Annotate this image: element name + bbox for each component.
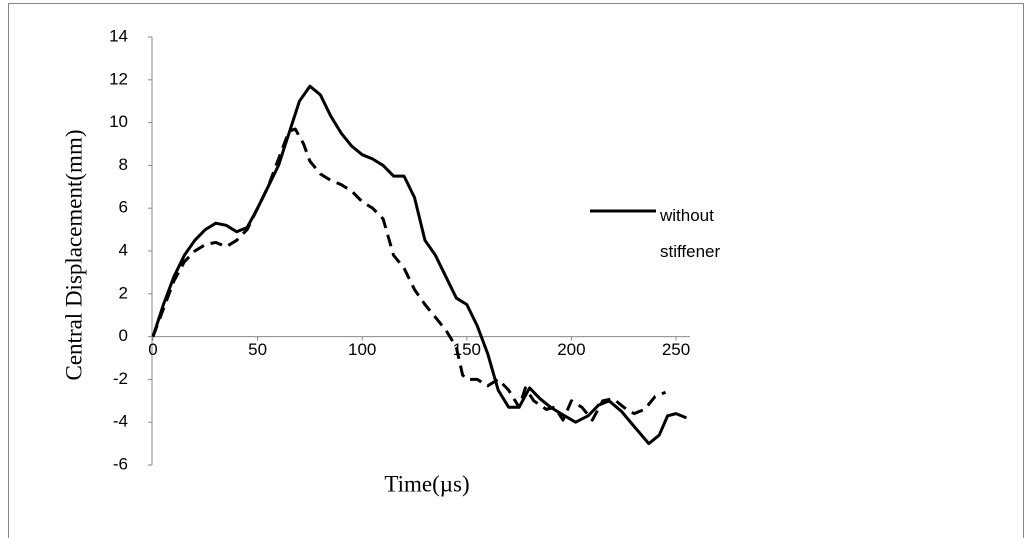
x-tick-label: 250 — [662, 340, 690, 359]
y-tick-label: 0 — [119, 326, 128, 345]
chart-frame — [8, 3, 1024, 538]
y-tick-label: -6 — [113, 454, 128, 473]
legend-label: without stiffener — [660, 206, 721, 261]
y-tick-label: 8 — [119, 155, 128, 174]
x-axis-title: Time(µs) — [384, 471, 469, 496]
x-tick-label: 50 — [248, 340, 267, 359]
x-tick-label: 0 — [148, 340, 157, 359]
x-tick-label: 150 — [453, 340, 481, 359]
y-tick-label: 12 — [109, 69, 128, 88]
data-line — [151, 127, 667, 422]
y-tick-label: -2 — [113, 369, 128, 388]
y-tick-label: 6 — [119, 198, 128, 217]
x-tick-label: 200 — [557, 340, 585, 359]
y-tick-label: 14 — [109, 26, 128, 45]
y-tick-label: 2 — [119, 283, 128, 302]
x-tick-label: 100 — [348, 340, 376, 359]
data-line — [151, 84, 688, 446]
y-axis-title: Central Displacement(mm) — [61, 129, 86, 380]
y-tick-label: -4 — [113, 412, 128, 431]
y-tick-label: 10 — [109, 112, 128, 131]
y-tick-label: 4 — [119, 240, 128, 259]
